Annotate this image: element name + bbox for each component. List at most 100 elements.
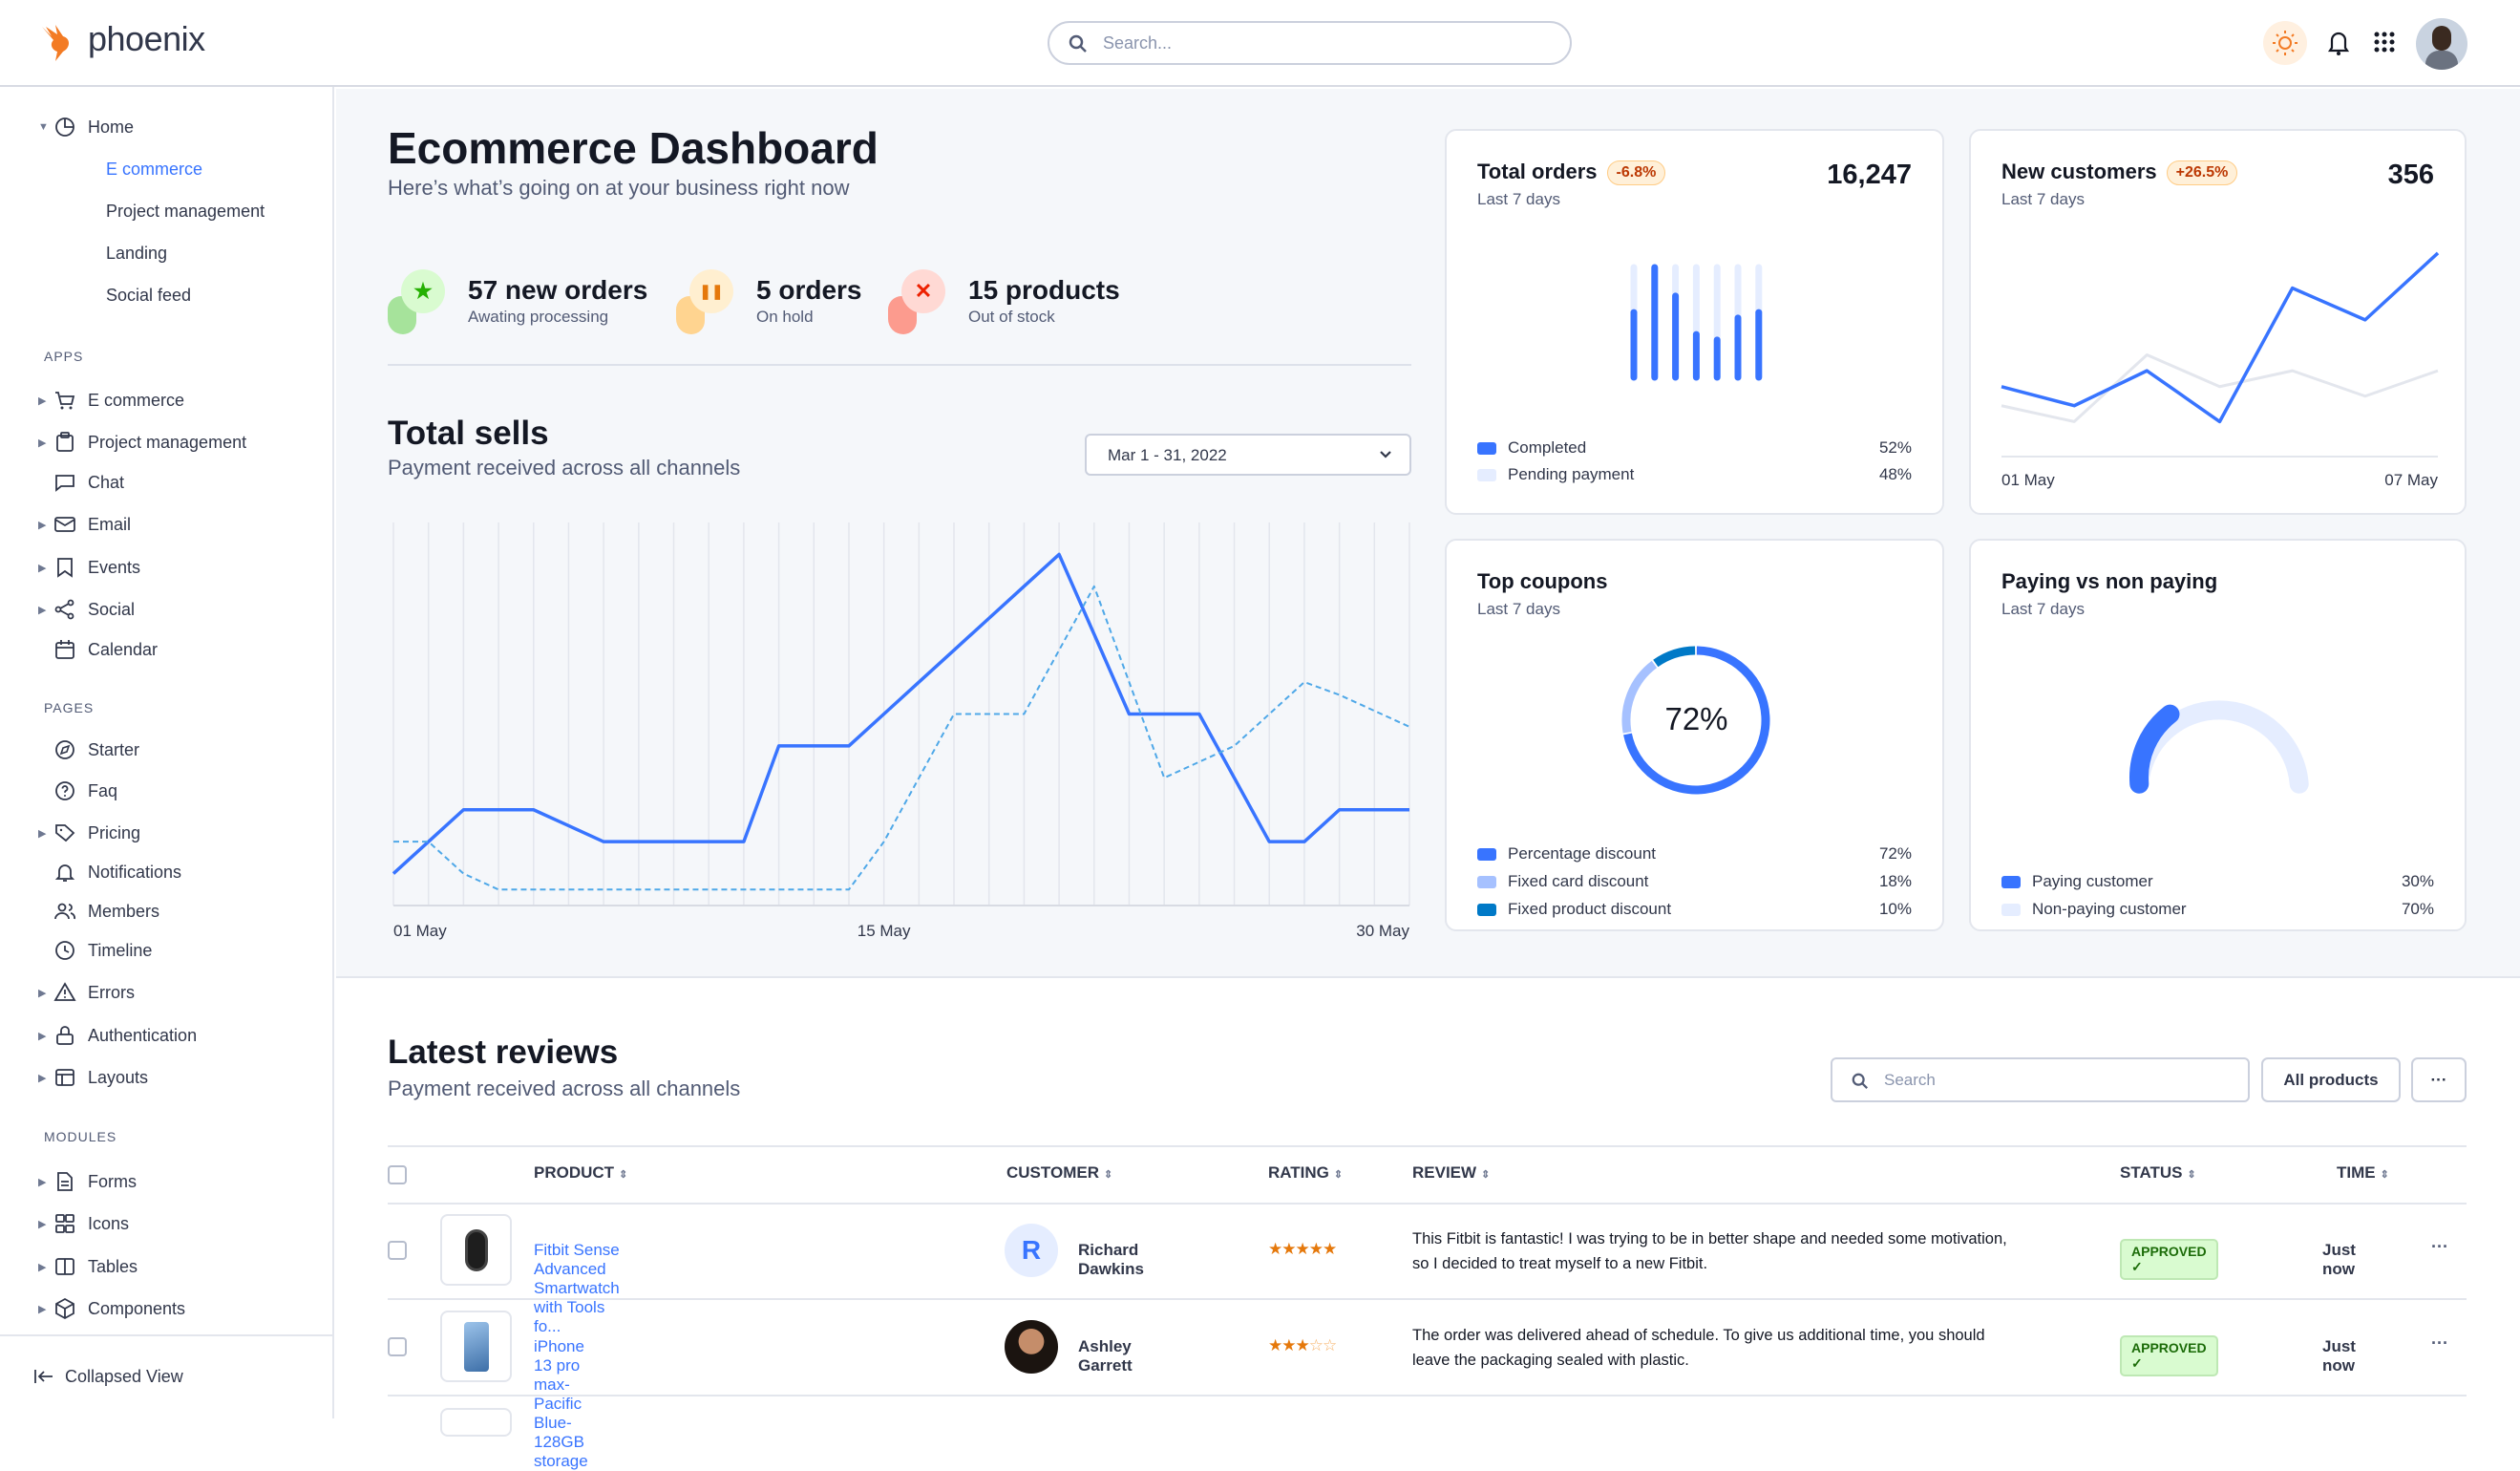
stat-label: Out of stock [968, 308, 1055, 326]
sidebar-subitem-project-management[interactable]: Project management [0, 196, 334, 226]
caret-right-icon[interactable]: ▶ [38, 1261, 47, 1273]
caret-right-icon[interactable]: ▶ [38, 394, 47, 407]
column-header-product[interactable]: PRODUCT ⇕ [534, 1163, 627, 1183]
caret-right-icon[interactable]: ▶ [38, 827, 47, 840]
legend-label: Paying customer [2032, 872, 2153, 890]
sidebar-item-email[interactable]: ▶ Email [0, 509, 334, 540]
sidebar-item-e-commerce[interactable]: ▶ E commerce [0, 385, 334, 416]
sidebar-item-icons[interactable]: ▶ Icons [0, 1208, 334, 1239]
select-all-checkbox[interactable] [388, 1165, 407, 1184]
alert-triangle-icon [53, 982, 76, 1001]
status-badge: APPROVED ✓ [2120, 1239, 2218, 1280]
sidebar-item-errors[interactable]: ▶ Errors [0, 977, 334, 1008]
sun-icon [2273, 31, 2298, 55]
theme-toggle-button[interactable] [2263, 21, 2307, 65]
customer-avatar: R [1005, 1224, 1058, 1277]
product-link[interactable]: iPhone 13 pro max-Pacific Blue-128GB sto… [534, 1337, 588, 1470]
sidebar-item-events[interactable]: ▶ Events [0, 552, 334, 583]
legend-value: 52% [1878, 438, 1912, 457]
sidebar-item-label: Social feed [106, 285, 192, 305]
sidebar-item-layouts[interactable]: ▶ Layouts [0, 1062, 334, 1093]
legend-value: 48% [1878, 465, 1912, 483]
row-actions-button[interactable]: ··· [2431, 1237, 2448, 1256]
x-tick-label: 01 May [2001, 471, 2055, 489]
caret-right-icon[interactable]: ▶ [38, 604, 47, 616]
donut-slice [1621, 660, 1658, 734]
bell-icon[interactable] [2327, 29, 2350, 57]
column-header-time[interactable]: TIME ⇕ [2337, 1163, 2389, 1183]
product-image[interactable] [440, 1214, 512, 1286]
sort-icon: ⇕ [619, 1169, 628, 1181]
sidebar-item-authentication[interactable]: ▶ Authentication [0, 1020, 334, 1051]
row-checkbox[interactable] [388, 1241, 407, 1260]
row-checkbox[interactable] [388, 1337, 407, 1356]
date-range-select[interactable]: Mar 1 - 31, 2022 [1085, 434, 1411, 476]
sidebar-item-label: Email [88, 514, 132, 534]
all-products-button[interactable]: All products [2261, 1057, 2401, 1102]
caret-down-icon[interactable]: ▼ [38, 121, 49, 133]
more-options-button[interactable]: ··· [2411, 1057, 2467, 1102]
sidebar-item-components[interactable]: ▶ Components [0, 1293, 334, 1324]
column-header-review[interactable]: REVIEW ⇕ [1412, 1163, 1490, 1183]
caret-right-icon[interactable]: ▶ [38, 1030, 47, 1042]
sidebar-item-tables[interactable]: ▶ Tables [0, 1251, 334, 1282]
caret-right-icon[interactable]: ▶ [38, 437, 47, 449]
sidebar-item-pricing[interactable]: ▶ Pricing [0, 818, 334, 848]
date-range-value: Mar 1 - 31, 2022 [1108, 446, 1227, 464]
sidebar-item-calendar[interactable]: Calendar [0, 634, 334, 665]
legend-label: Fixed product discount [1508, 900, 1672, 918]
orders-bar-chart [1630, 264, 1763, 381]
sidebar-item-social[interactable]: ▶ Social [0, 594, 334, 625]
reviews-subtitle: Payment received across all channels [388, 1077, 741, 1100]
caret-right-icon[interactable]: ▶ [38, 519, 47, 531]
card-title: Total orders [1477, 160, 1598, 183]
star-icon: ★ [401, 269, 445, 313]
caret-right-icon[interactable]: ▶ [38, 987, 47, 999]
new-customers-line-chart: 01 May 07 May [2001, 251, 2440, 489]
apps-grid-icon[interactable] [2374, 32, 2395, 53]
product-link[interactable]: Fitbit Sense Advanced Smartwatch with To… [534, 1241, 620, 1335]
sidebar-subitem-social-feed[interactable]: Social feed [0, 280, 334, 310]
sidebar-item-chat[interactable]: Chat [0, 467, 334, 498]
caret-right-icon[interactable]: ▶ [38, 1176, 47, 1188]
sidebar-item-forms[interactable]: ▶ Forms [0, 1166, 334, 1197]
legend-swatch [2001, 876, 2021, 888]
column-header-rating[interactable]: RATING ⇕ [1268, 1163, 1343, 1183]
sidebar-item-project-management[interactable]: ▶ Project management [0, 427, 334, 458]
product-image[interactable] [440, 1311, 512, 1382]
sidebar-item-faq[interactable]: Faq [0, 776, 334, 806]
sort-icon: ⇕ [2187, 1169, 2196, 1181]
sidebar-item-label: Timeline [88, 940, 153, 960]
sidebar-item-label: Landing [106, 243, 168, 263]
column-header-customer[interactable]: CUSTOMER ⇕ [1006, 1163, 1112, 1183]
caret-right-icon[interactable]: ▶ [38, 1303, 47, 1315]
global-search-input[interactable]: Search... [1048, 21, 1572, 65]
reviews-search-input[interactable]: Search [1831, 1057, 2250, 1102]
sidebar-item-timeline[interactable]: Timeline [0, 935, 334, 966]
status-badge: APPROVED ✓ [2120, 1335, 2218, 1376]
customer-name[interactable]: Ashley Garrett [1078, 1337, 1133, 1375]
brand-name[interactable]: phoenix [88, 19, 205, 58]
phoenix-logo-icon[interactable] [38, 23, 76, 63]
sidebar-item-members[interactable]: Members [0, 896, 334, 927]
sidebar-item-label: Home [88, 117, 135, 137]
user-avatar[interactable] [2416, 18, 2467, 70]
layout-icon [55, 1069, 74, 1086]
collapse-sidebar-button[interactable]: Collapsed View [0, 1361, 334, 1392]
caret-right-icon[interactable]: ▶ [38, 562, 47, 574]
sidebar-item-home[interactable]: ▼ Home [0, 112, 334, 142]
x-tick-label: 01 May [393, 922, 447, 940]
sidebar-subitem-landing[interactable]: Landing [0, 238, 334, 268]
row-actions-button[interactable]: ··· [2431, 1333, 2448, 1353]
sidebar-item-starter[interactable]: Starter [0, 735, 334, 765]
previous-period-line [2001, 352, 2439, 423]
sidebar-subitem-e-commerce[interactable]: E commerce [0, 154, 334, 184]
customer-name[interactable]: Richard Dawkins [1078, 1241, 1144, 1278]
caret-right-icon[interactable]: ▶ [38, 1218, 47, 1230]
stat-item: ✕ 15 products Out of stock [888, 267, 1155, 334]
sidebar-item-notifications[interactable]: Notifications [0, 857, 334, 887]
lock-icon [56, 1026, 74, 1045]
caret-right-icon[interactable]: ▶ [38, 1072, 47, 1084]
column-header-status[interactable]: STATUS ⇕ [2120, 1163, 2196, 1183]
gauge-fill-paying [2129, 704, 2180, 794]
